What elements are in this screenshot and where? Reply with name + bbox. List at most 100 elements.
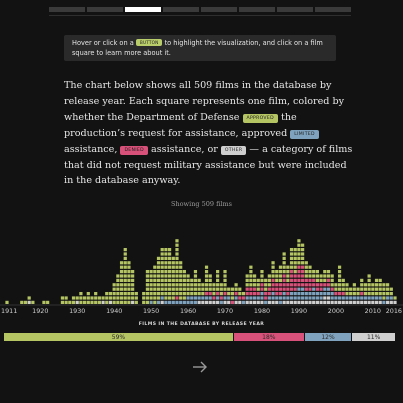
film-square-approved[interactable] xyxy=(282,256,286,260)
film-square-approved[interactable] xyxy=(116,287,120,291)
film-square-denied[interactable] xyxy=(297,265,301,269)
film-square-approved[interactable] xyxy=(119,278,124,282)
progress-step[interactable] xyxy=(277,7,313,12)
film-square-approved[interactable] xyxy=(289,261,294,265)
film-square-approved[interactable] xyxy=(127,300,131,304)
film-square-approved[interactable] xyxy=(256,283,260,287)
film-square-other[interactable] xyxy=(323,300,327,304)
film-square-limited[interactable] xyxy=(301,287,305,291)
film-square-other[interactable] xyxy=(271,300,275,304)
film-square-limited[interactable] xyxy=(227,296,231,300)
progress-step[interactable] xyxy=(239,7,275,12)
film-square-approved[interactable] xyxy=(374,278,379,282)
film-square-approved[interactable] xyxy=(123,261,127,265)
film-square-approved[interactable] xyxy=(367,278,371,282)
film-square-approved[interactable] xyxy=(108,292,113,296)
film-square-denied[interactable] xyxy=(297,274,301,278)
film-square-approved[interactable] xyxy=(175,243,179,247)
film-square-approved[interactable] xyxy=(223,270,227,274)
film-square-approved[interactable] xyxy=(123,256,127,260)
film-square-limited[interactable] xyxy=(278,300,283,304)
film-square-approved[interactable] xyxy=(179,261,183,265)
film-square-approved[interactable] xyxy=(271,265,275,269)
film-square-other[interactable] xyxy=(27,300,31,304)
film-square-other[interactable] xyxy=(216,300,220,304)
film-square-approved[interactable] xyxy=(175,252,179,256)
film-square-approved[interactable] xyxy=(145,300,150,304)
film-square-approved[interactable] xyxy=(123,252,127,256)
film-square-limited[interactable] xyxy=(349,296,353,300)
film-square-approved[interactable] xyxy=(337,274,342,278)
film-square-approved[interactable] xyxy=(286,274,290,278)
film-square-approved[interactable] xyxy=(116,283,120,287)
film-square-approved[interactable] xyxy=(167,283,172,287)
film-square-approved[interactable] xyxy=(149,278,153,282)
film-square-approved[interactable] xyxy=(116,300,120,304)
film-square-approved[interactable] xyxy=(201,287,205,291)
film-square-approved[interactable] xyxy=(119,300,124,304)
film-square-approved[interactable] xyxy=(301,243,305,247)
film-square-approved[interactable] xyxy=(131,278,135,282)
film-square-approved[interactable] xyxy=(256,278,260,282)
film-square-approved[interactable] xyxy=(116,292,120,296)
film-square-approved[interactable] xyxy=(149,283,153,287)
film-square-approved[interactable] xyxy=(175,278,179,282)
film-square-approved[interactable] xyxy=(204,283,209,287)
film-square-approved[interactable] xyxy=(142,296,146,300)
film-square-approved[interactable] xyxy=(160,283,164,287)
film-square-approved[interactable] xyxy=(286,278,290,282)
film-square-approved[interactable] xyxy=(164,274,168,278)
film-square-approved[interactable] xyxy=(341,278,345,282)
film-square-approved[interactable] xyxy=(326,270,331,274)
film-square-limited[interactable] xyxy=(289,292,294,296)
film-square-approved[interactable] xyxy=(334,287,338,291)
film-square-approved[interactable] xyxy=(175,261,179,265)
film-square-approved[interactable] xyxy=(167,270,172,274)
film-square-limited[interactable] xyxy=(356,296,360,300)
film-square-approved[interactable] xyxy=(94,292,98,296)
film-square-approved[interactable] xyxy=(175,239,179,243)
film-square-approved[interactable] xyxy=(145,283,150,287)
film-square-approved[interactable] xyxy=(171,278,175,282)
film-square-other[interactable] xyxy=(352,300,356,304)
film-square-approved[interactable] xyxy=(193,283,198,287)
film-square-other[interactable] xyxy=(293,300,297,304)
film-square-approved[interactable] xyxy=(64,296,68,300)
film-square-approved[interactable] xyxy=(123,265,127,269)
film-square-denied[interactable] xyxy=(315,283,319,287)
film-square-approved[interactable] xyxy=(223,278,227,282)
film-square-approved[interactable] xyxy=(204,270,209,274)
film-square-approved[interactable] xyxy=(119,296,124,300)
film-square-denied[interactable] xyxy=(234,292,238,296)
film-square-approved[interactable] xyxy=(156,283,161,287)
film-square-denied[interactable] xyxy=(260,283,264,287)
film-square-other[interactable] xyxy=(249,300,253,304)
film-square-approved[interactable] xyxy=(282,265,286,269)
film-square-approved[interactable] xyxy=(171,261,175,265)
film-square-approved[interactable] xyxy=(315,278,319,282)
film-square-approved[interactable] xyxy=(179,270,183,274)
film-square-approved[interactable] xyxy=(79,292,83,296)
film-square-approved[interactable] xyxy=(127,283,131,287)
film-square-limited[interactable] xyxy=(149,300,153,304)
film-square-approved[interactable] xyxy=(308,270,312,274)
film-square-approved[interactable] xyxy=(201,292,205,296)
film-square-denied[interactable] xyxy=(315,287,319,291)
film-square-approved[interactable] xyxy=(241,292,246,296)
film-square-denied[interactable] xyxy=(245,287,249,291)
film-square-approved[interactable] xyxy=(164,287,168,291)
film-square-denied[interactable] xyxy=(219,296,223,300)
film-square-approved[interactable] xyxy=(156,287,161,291)
film-square-approved[interactable] xyxy=(271,274,275,278)
film-square-approved[interactable] xyxy=(68,300,72,304)
film-square-approved[interactable] xyxy=(382,283,386,287)
film-square-approved[interactable] xyxy=(193,287,198,291)
film-square-approved[interactable] xyxy=(94,296,98,300)
film-square-approved[interactable] xyxy=(208,283,212,287)
film-square-approved[interactable] xyxy=(264,287,268,291)
film-square-approved[interactable] xyxy=(105,292,109,296)
film-square-approved[interactable] xyxy=(171,274,175,278)
film-square-approved[interactable] xyxy=(123,300,127,304)
film-square-approved[interactable] xyxy=(208,274,212,278)
film-square-approved[interactable] xyxy=(204,265,209,269)
